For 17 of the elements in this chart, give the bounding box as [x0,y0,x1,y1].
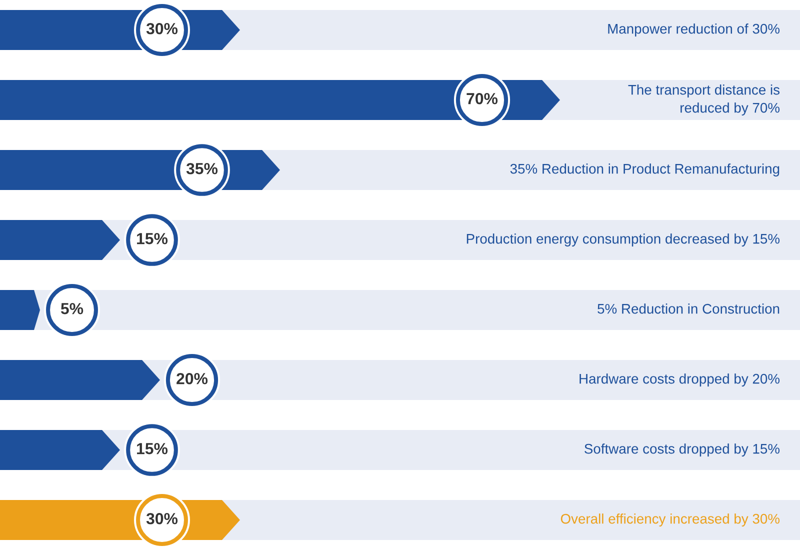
y-tick-label: Production energy consumption decreased by 15% [466,234,780,246]
y-tick-label: Overall efficiency increased by 30% [560,514,780,526]
data-label: 15% [137,443,168,454]
bar [0,360,160,400]
data-label: 5% [60,303,84,314]
y-tick-label: Hardware costs dropped by 20% [580,374,780,386]
data-label: 15% [137,233,168,244]
data-label: 30% [146,512,178,524]
data-label: 20% [176,372,208,384]
y-tick-label: Software costs dropped by 15% [584,444,780,456]
data-label: 30% [146,22,178,34]
y-tick-label: 5% Reduction in Construction [598,304,780,314]
y-tick-label: The transport distance is reduced by 70% [628,84,780,116]
data-label: 70% [466,92,498,104]
data-label: 35% [186,162,218,174]
y-tick-label: Manpower reduction of 30% [608,24,780,36]
y-tick-label: 35% Reduction in Product Remanufacturing [510,164,780,176]
